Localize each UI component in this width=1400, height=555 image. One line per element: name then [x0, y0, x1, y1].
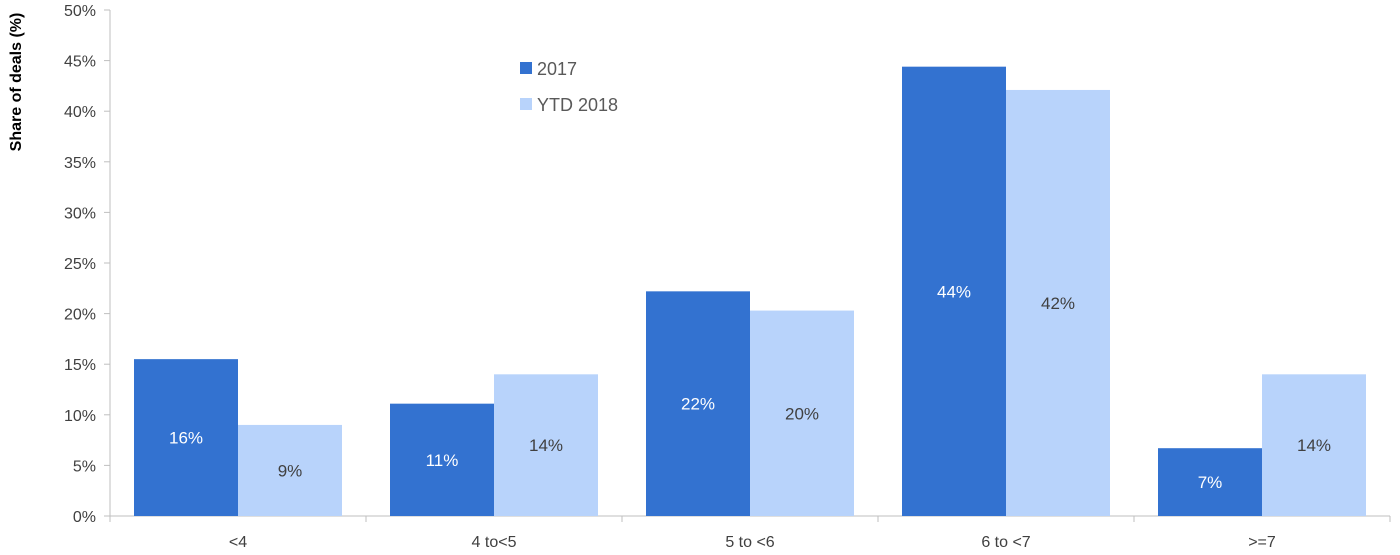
data-labels: 16% 11% 22% 44% 7% 9% 14% 20% 42% 14%	[169, 282, 1331, 492]
y-tick-label: 5%	[73, 458, 96, 475]
x-category-label: 4 to<5	[472, 534, 517, 551]
bar-data-label: 14%	[529, 436, 563, 455]
bar-data-label: 42%	[1041, 294, 1075, 313]
bar-data-label: 44%	[937, 282, 971, 301]
bar	[1262, 374, 1366, 516]
legend-label: 2017	[537, 59, 577, 79]
bar	[238, 424, 342, 516]
x-category-label: 6 to <7	[981, 534, 1030, 551]
bars	[134, 66, 1366, 516]
y-tick-label: 15%	[64, 357, 96, 374]
bar-data-label: 7%	[1198, 473, 1223, 492]
y-tick-label: 20%	[64, 307, 96, 324]
bar-data-label: 14%	[1297, 436, 1331, 455]
x-category-label: >=7	[1248, 534, 1276, 551]
x-category-label: <4	[229, 534, 247, 551]
bar	[750, 310, 854, 516]
legend-swatch	[520, 62, 532, 74]
y-tick-label: 40%	[64, 104, 96, 121]
y-axis: 0% 5% 10% 15% 20% 25% 30% 35% 40% 45% 50%	[64, 3, 111, 526]
x-axis: <4 4 to<5 5 to <6 6 to <7 >=7	[109, 515, 1391, 551]
bar-data-label: 22%	[681, 395, 715, 414]
legend-swatch	[520, 98, 532, 110]
bar	[494, 374, 598, 516]
legend-label: YTD 2018	[537, 95, 618, 115]
bar-data-label: 16%	[169, 429, 203, 448]
y-axis-title: Share of deals (%)	[8, 13, 25, 152]
y-tick-label: 30%	[64, 205, 96, 222]
y-tick-label: 25%	[64, 256, 96, 273]
legend: 2017 YTD 2018	[520, 59, 618, 115]
bar	[134, 359, 238, 516]
y-tick-label: 10%	[64, 408, 96, 425]
bar	[390, 403, 494, 516]
bar-data-label: 11%	[426, 451, 459, 470]
bar	[1006, 89, 1110, 516]
bar	[1158, 448, 1262, 516]
bar-data-label: 9%	[278, 461, 303, 480]
y-tick-label: 50%	[64, 3, 96, 20]
x-category-label: 5 to <6	[725, 534, 774, 551]
y-tick-label: 35%	[64, 155, 96, 172]
bar-data-label: 20%	[785, 404, 819, 423]
bar	[902, 66, 1006, 516]
y-tick-label: 0%	[73, 509, 96, 526]
y-tick-label: 45%	[64, 54, 96, 71]
bar	[646, 291, 750, 516]
